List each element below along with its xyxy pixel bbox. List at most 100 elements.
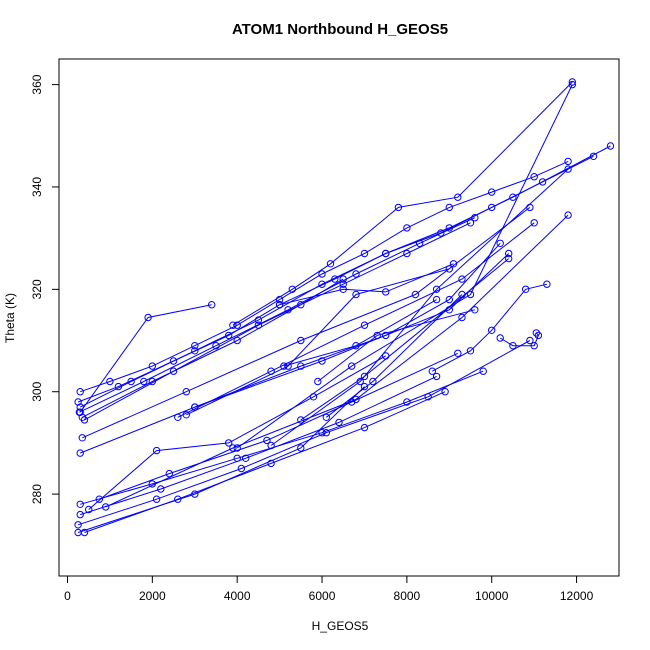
- data-point: [144, 313, 152, 322]
- data-point: [254, 316, 263, 324]
- data-point: [360, 382, 369, 391]
- y-tick-label: 280: [30, 484, 44, 504]
- data-point: [318, 357, 326, 365]
- series-line-15: [317, 309, 475, 382]
- data-point: [263, 436, 271, 445]
- series-line-24: [77, 386, 365, 533]
- data-point: [127, 377, 135, 386]
- data-point: [78, 434, 87, 442]
- data-point: [233, 321, 241, 329]
- data-point: [76, 408, 84, 416]
- y-tick-label: 360: [30, 74, 44, 94]
- data-point: [505, 254, 513, 263]
- series-line-12: [279, 263, 454, 306]
- x-axis: 0 2000 4000 6000 8000 10000 12000: [64, 575, 594, 603]
- data-point: [233, 336, 241, 345]
- data-point: [152, 495, 161, 503]
- data-point: [360, 249, 369, 258]
- data-point: [428, 367, 436, 375]
- plot-frame: [58, 58, 620, 577]
- series-line-27: [105, 214, 569, 508]
- data-point: [382, 249, 390, 258]
- data-point: [488, 188, 496, 196]
- x-tick-label: 0: [64, 589, 71, 603]
- data-point: [174, 495, 182, 503]
- data-point: [348, 362, 356, 370]
- data-point: [339, 275, 347, 283]
- data-point: [606, 142, 615, 150]
- series-line-5: [84, 222, 471, 421]
- data-layer: [74, 78, 615, 537]
- data-point: [411, 290, 420, 299]
- data-point: [80, 416, 89, 424]
- data-point: [74, 398, 82, 406]
- data-point: [314, 377, 322, 386]
- series-line-10: [177, 222, 535, 418]
- data-point: [335, 418, 343, 427]
- data-point: [526, 336, 534, 345]
- data-point: [254, 321, 263, 329]
- data-point: [564, 211, 572, 219]
- data-point: [360, 372, 369, 381]
- data-point: [403, 224, 411, 232]
- data-point: [322, 413, 330, 421]
- data-point: [322, 429, 330, 437]
- data-point: [509, 342, 517, 350]
- data-point: [182, 388, 191, 396]
- data-point: [432, 295, 441, 304]
- data-point: [233, 444, 241, 452]
- series-line-21: [80, 375, 437, 516]
- data-point: [466, 219, 475, 227]
- data-point: [182, 411, 191, 419]
- data-point: [488, 326, 496, 334]
- x-tick-label: 12000: [560, 589, 594, 603]
- data-point: [191, 342, 199, 350]
- data-point: [229, 321, 237, 329]
- x-tick-label: 6000: [309, 589, 336, 603]
- data-point: [458, 313, 466, 322]
- data-point: [352, 342, 360, 350]
- data-point: [505, 249, 513, 258]
- data-point: [532, 329, 540, 337]
- data-point: [165, 469, 174, 478]
- series-line-25: [88, 355, 386, 510]
- data-point: [76, 510, 84, 519]
- x-tick-label: 2000: [139, 589, 166, 603]
- series-line-26: [99, 352, 459, 500]
- data-point: [242, 454, 250, 462]
- data-point: [318, 280, 326, 288]
- data-point: [394, 203, 403, 212]
- data-point: [356, 377, 364, 386]
- data-point: [191, 403, 199, 411]
- y-tick-label: 320: [30, 279, 44, 299]
- data-point: [360, 423, 369, 432]
- y-tick-label: 340: [30, 177, 44, 197]
- y-tick-label: 300: [30, 381, 44, 401]
- series-line-13: [194, 242, 501, 408]
- data-point: [318, 270, 326, 278]
- data-point: [95, 495, 104, 503]
- data-point: [85, 505, 93, 514]
- data-point: [275, 301, 284, 309]
- data-point: [74, 521, 82, 529]
- data-point: [449, 260, 458, 268]
- data-point: [297, 444, 305, 452]
- data-point: [471, 306, 479, 314]
- data-point: [297, 301, 305, 309]
- data-point: [432, 285, 441, 293]
- x-tick-label: 10000: [475, 589, 509, 603]
- data-point: [169, 367, 178, 375]
- data-point: [174, 413, 182, 421]
- data-point: [191, 347, 199, 355]
- data-point: [445, 295, 453, 304]
- x-tick-label: 8000: [394, 589, 421, 603]
- series-line-8: [80, 253, 510, 454]
- data-point: [140, 377, 148, 386]
- data-point: [543, 280, 551, 288]
- data-point: [76, 388, 84, 396]
- data-point: [441, 388, 449, 396]
- data-point: [76, 449, 84, 457]
- data-point: [488, 203, 496, 212]
- data-point: [369, 377, 377, 386]
- data-point: [530, 173, 538, 181]
